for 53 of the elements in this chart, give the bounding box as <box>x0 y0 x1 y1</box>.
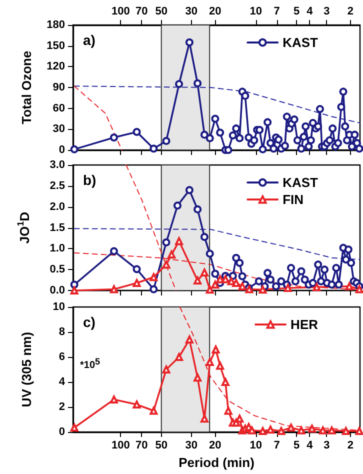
x-tick-label: 4 <box>306 440 314 452</box>
y-tick-label: 3.0 <box>50 159 65 171</box>
x-tick-label: 30 <box>185 6 198 18</box>
x-tick-label: 50 <box>155 440 168 452</box>
x-tick-label: 10 <box>250 6 262 18</box>
y-tick-label: 90 <box>52 82 65 94</box>
y-tick-label: 2 <box>58 401 65 413</box>
x-tick-label: 3 <box>324 440 330 452</box>
y-tick-label: 0.0 <box>50 284 65 296</box>
x-tick-label: 2 <box>347 6 354 18</box>
y-tick-label: 2.5 <box>50 180 65 192</box>
y-tick-label: 0.5 <box>50 264 65 276</box>
x-tick-label: 7 <box>274 440 280 452</box>
x-tick-label: 4 <box>306 6 314 18</box>
y-tick-label: 2.0 <box>50 200 65 213</box>
annotation: b) <box>83 172 96 188</box>
y-tick-label: 8 <box>58 326 65 338</box>
y-tick-label: 150 <box>46 40 65 52</box>
y-tick-label: 120 <box>46 60 65 73</box>
y-tick-label: 6 <box>58 351 65 363</box>
x-tick-label: 100 <box>111 6 130 18</box>
x-tick-label: 70 <box>135 440 148 452</box>
legend-label: KAST <box>282 35 318 50</box>
y-tick-label: 60 <box>52 102 65 114</box>
x-axis-title: Period (min) <box>178 455 254 470</box>
y-axis-title: Total Ozone <box>19 50 34 124</box>
y-tick-label: 0 <box>58 144 65 156</box>
y-tick-label: 1.5 <box>50 222 65 234</box>
x-tick-label: 50 <box>155 6 168 18</box>
x-tick-label: 3 <box>324 6 330 18</box>
y-tick-label: 180 <box>46 19 65 31</box>
annotation: c) <box>83 314 96 330</box>
x-tick-label: 5 <box>294 440 300 452</box>
legend-label: FIN <box>282 192 304 207</box>
y-tick-label: 10 <box>52 301 65 313</box>
x-tick-label: 30 <box>185 440 198 452</box>
y-axis-title: JO1D <box>16 212 32 244</box>
x-tick-label: 70 <box>135 6 148 18</box>
x-tick-label: 2 <box>347 440 354 452</box>
y-axis-title: UV (305 nm) <box>19 332 34 408</box>
x-tick-label: 100 <box>111 440 130 452</box>
x-tick-label: 7 <box>274 6 280 18</box>
annotation: a) <box>83 32 96 48</box>
y-tick-label: 30 <box>52 123 65 136</box>
y-tick-label: 0 <box>58 426 65 438</box>
x-tick-label: 20 <box>209 440 222 452</box>
x-tick-label: 10 <box>250 440 262 452</box>
x-tick-label: 5 <box>294 6 300 18</box>
y-tick-label: 1.0 <box>50 242 65 255</box>
legend-label: HER <box>290 317 319 332</box>
y-tick-label: 4 <box>58 376 66 388</box>
x-tick-label: 20 <box>209 6 222 18</box>
legend-label: KAST <box>282 175 318 190</box>
